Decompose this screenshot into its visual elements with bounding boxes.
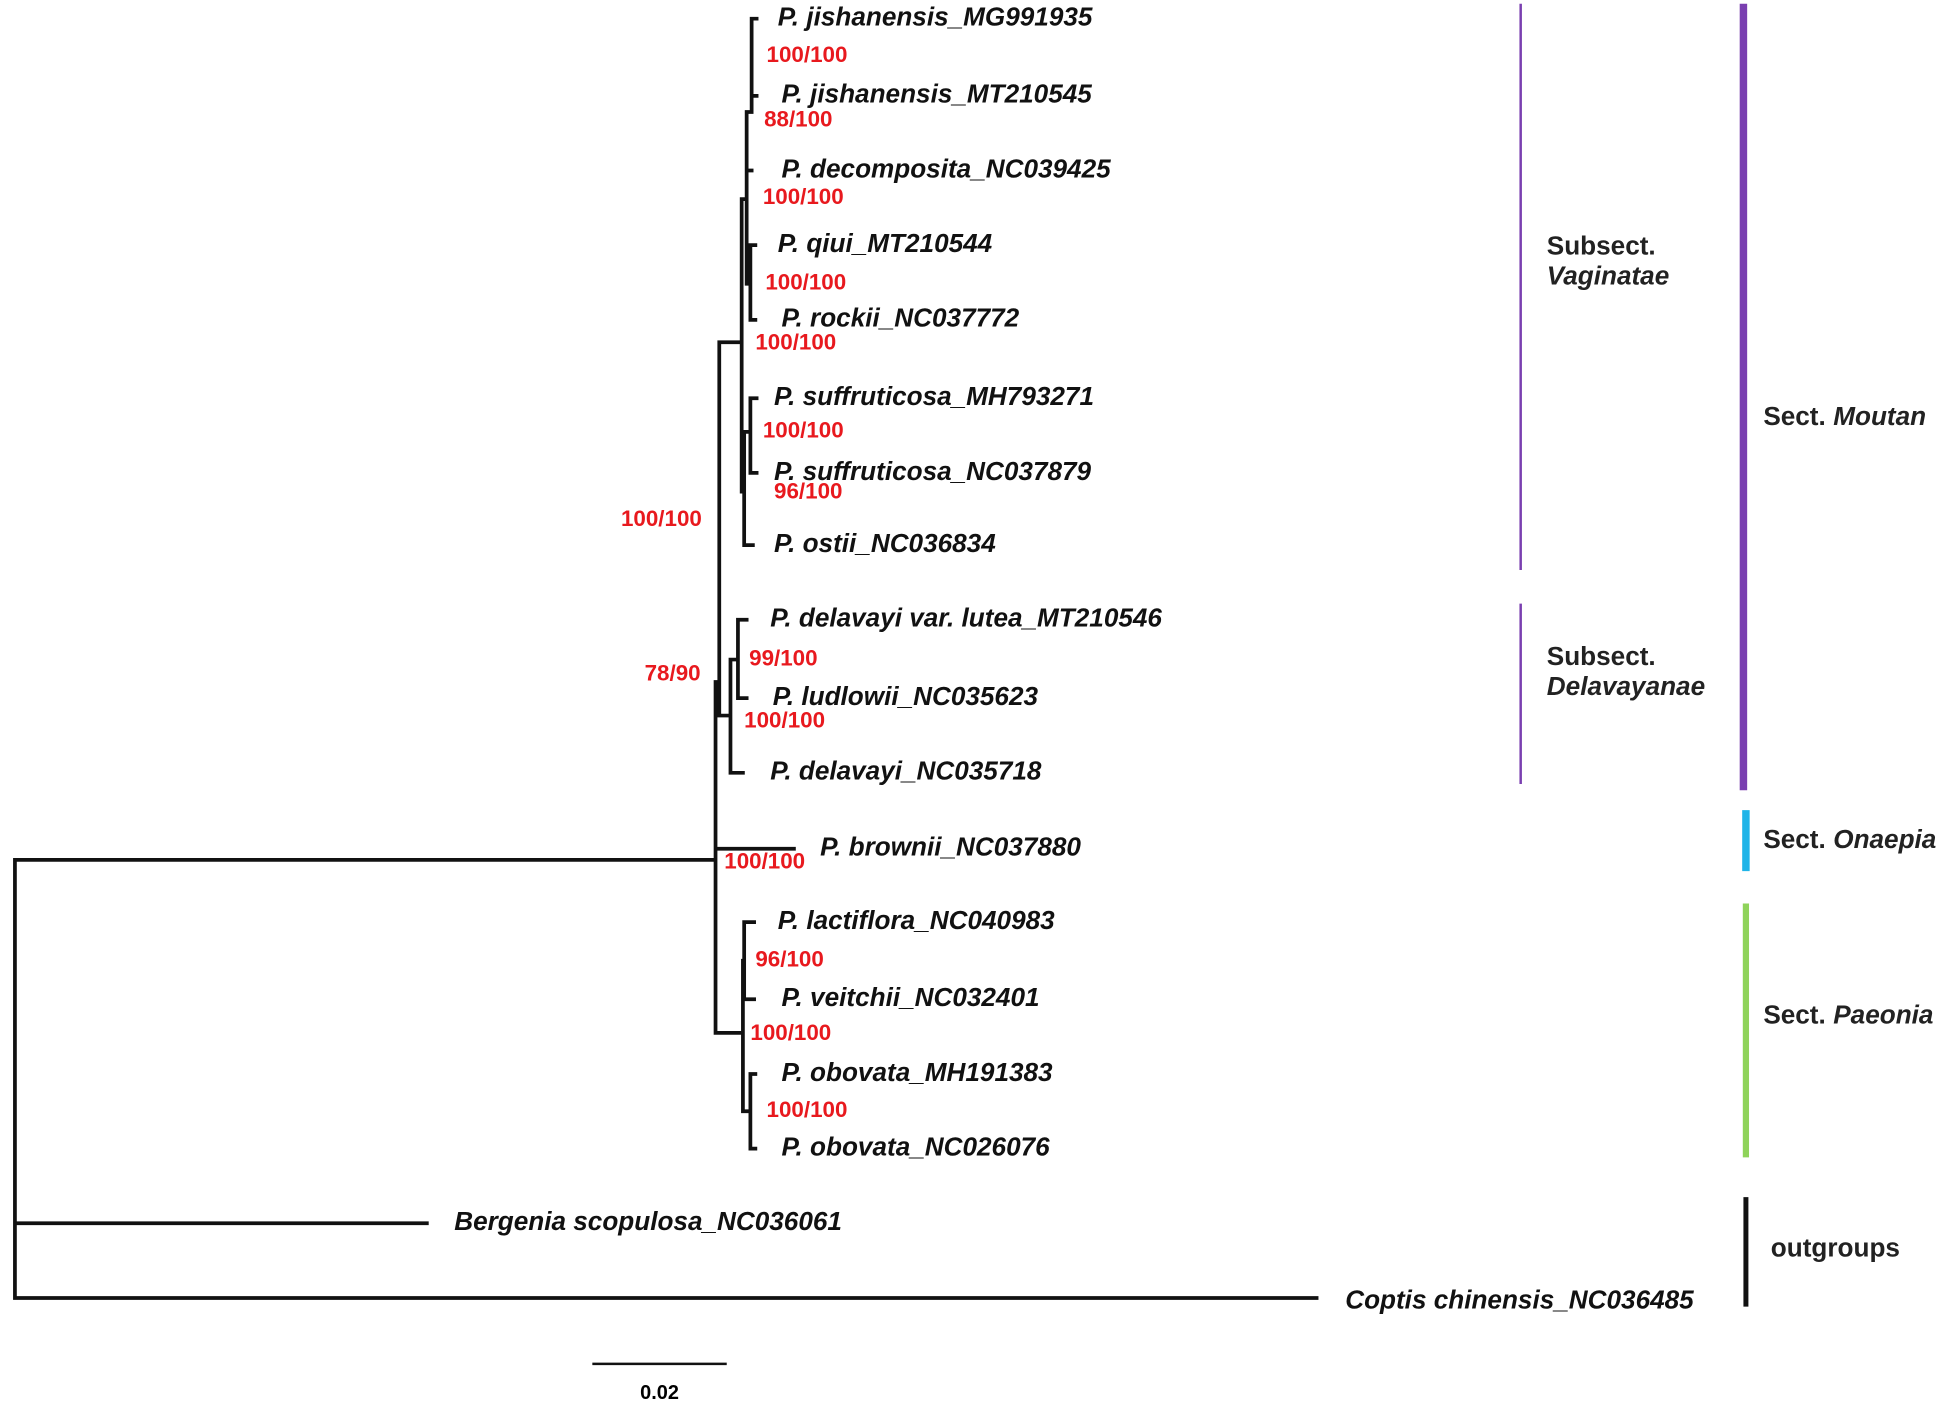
taxon-label: P. brownii_NC037880 bbox=[820, 832, 1081, 862]
clade-prefix: Sect. bbox=[1763, 824, 1825, 854]
clade-name: Onaepia bbox=[1833, 824, 1936, 854]
support-value: 100/100 bbox=[765, 270, 846, 295]
support-value: 100/100 bbox=[744, 708, 825, 733]
clade-name: Moutan bbox=[1833, 401, 1926, 431]
support-value: 78/90 bbox=[645, 660, 701, 685]
clade-label: outgroups bbox=[1771, 1232, 1900, 1262]
clade-bars bbox=[1519, 3, 1750, 1307]
taxon-label: P. qiui_MT210544 bbox=[778, 228, 993, 258]
taxon-label: P. ostii_NC036834 bbox=[774, 528, 996, 558]
support-value: 96/100 bbox=[774, 479, 842, 504]
branch bbox=[13, 16, 1319, 1300]
taxon-label: P. suffruticosa_MH793271 bbox=[774, 381, 1094, 411]
clade-label: Sect. Moutan bbox=[1763, 401, 1926, 431]
taxon-label: P. ludlowii_NC035623 bbox=[773, 681, 1039, 711]
support-value: 100/100 bbox=[755, 329, 836, 354]
clade-label: Delavayanae bbox=[1547, 671, 1705, 701]
taxon-label: P. jishanensis_MT210545 bbox=[781, 79, 1092, 109]
clade-name: Paeonia bbox=[1833, 1000, 1933, 1030]
support-value: 100/100 bbox=[763, 184, 844, 209]
taxon-label: P. lactiflora_NC040983 bbox=[778, 905, 1055, 935]
taxon-label: P. delavayi_NC035718 bbox=[770, 756, 1042, 786]
scale-bar-label: 0.02 bbox=[640, 1382, 679, 1404]
support-value: 88/100 bbox=[764, 107, 832, 132]
support-value: 100/100 bbox=[767, 42, 848, 67]
clade-label: Sect. Onaepia bbox=[1763, 824, 1936, 854]
clade-label: Subsect. bbox=[1547, 231, 1656, 261]
taxon-label: Bergenia scopulosa_NC036061 bbox=[454, 1206, 842, 1236]
clade-label: Subsect. bbox=[1547, 641, 1656, 671]
support-value: 100/100 bbox=[621, 506, 702, 531]
taxon-label: P. veitchii_NC032401 bbox=[781, 982, 1039, 1012]
branches bbox=[13, 16, 1319, 1300]
taxon-label: P. decomposita_NC039425 bbox=[781, 153, 1111, 183]
support-value: 99/100 bbox=[749, 645, 817, 670]
taxon-label: P. obovata_MH191383 bbox=[781, 1057, 1053, 1087]
taxon-label: P. delavayi var. lutea_MT210546 bbox=[770, 603, 1162, 633]
taxon-label: P. rockii_NC037772 bbox=[781, 303, 1019, 333]
clade-label: Sect. Paeonia bbox=[1763, 1000, 1933, 1030]
taxon-label: Coptis chinensis_NC036485 bbox=[1345, 1285, 1694, 1315]
clade-label: Vaginatae bbox=[1547, 260, 1669, 290]
support-value: 96/100 bbox=[755, 947, 823, 972]
taxon-label: P. obovata_NC026076 bbox=[781, 1132, 1050, 1162]
support-value: 100/100 bbox=[724, 848, 805, 873]
support-value: 100/100 bbox=[767, 1097, 848, 1122]
clade-prefix: Sect. bbox=[1763, 401, 1825, 431]
support-value: 100/100 bbox=[763, 418, 844, 443]
clade-prefix: Sect. bbox=[1763, 1000, 1825, 1030]
taxon-label: P. suffruticosa_NC037879 bbox=[774, 456, 1092, 486]
support-value: 100/100 bbox=[750, 1020, 831, 1045]
taxon-label: P. jishanensis_MG991935 bbox=[778, 2, 1093, 32]
